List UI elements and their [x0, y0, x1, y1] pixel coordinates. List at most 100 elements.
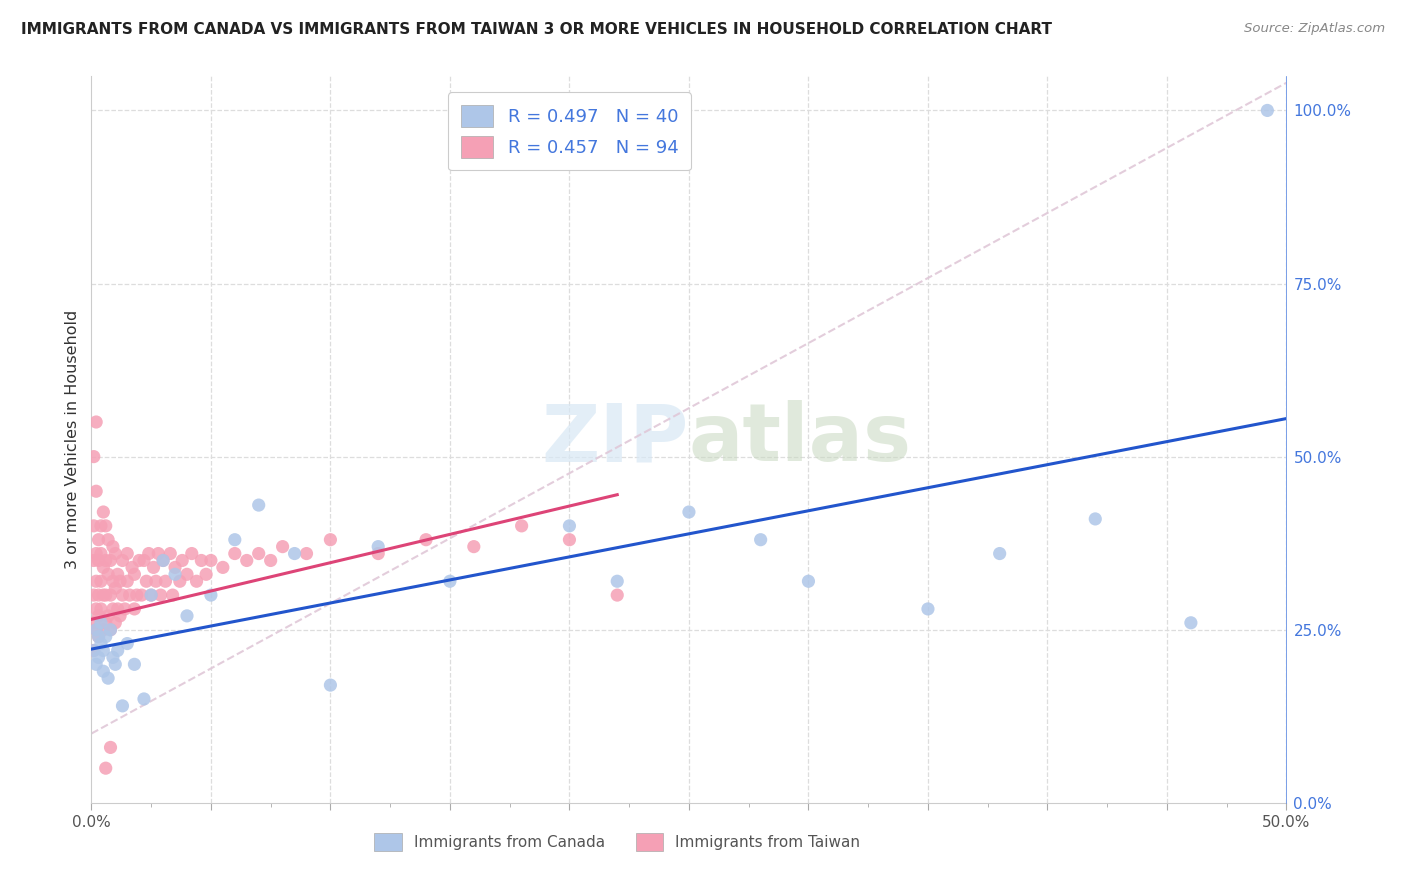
Point — [83, 519, 105, 533]
Point — [104, 657, 127, 672]
Point — [111, 698, 134, 713]
Point — [97, 533, 120, 547]
Point — [84, 574, 107, 589]
Point — [606, 574, 628, 589]
Point — [141, 588, 162, 602]
Point — [87, 553, 110, 567]
Point — [84, 657, 107, 672]
Point — [83, 553, 105, 567]
Point — [94, 761, 117, 775]
Point — [678, 505, 700, 519]
Point — [90, 519, 112, 533]
Point — [200, 553, 222, 567]
Text: atlas: atlas — [689, 401, 912, 478]
Point — [132, 553, 155, 567]
Text: ZIP: ZIP — [541, 401, 689, 478]
Point — [94, 630, 117, 644]
Point — [90, 574, 112, 589]
Point — [439, 574, 461, 589]
Point — [149, 588, 172, 602]
Point — [295, 547, 318, 561]
Point — [259, 553, 281, 567]
Point — [108, 608, 131, 623]
Point — [97, 608, 120, 623]
Text: Source: ZipAtlas.com: Source: ZipAtlas.com — [1244, 22, 1385, 36]
Point — [87, 630, 110, 644]
Point — [162, 588, 184, 602]
Point — [138, 547, 160, 561]
Point — [83, 450, 105, 464]
Point — [87, 588, 110, 602]
Point — [104, 547, 127, 561]
Point — [148, 547, 170, 561]
Point — [176, 567, 198, 582]
Point — [101, 650, 124, 665]
Point — [115, 547, 138, 561]
Point — [108, 574, 131, 589]
Point — [141, 588, 162, 602]
Point — [367, 547, 389, 561]
Point — [415, 533, 437, 547]
Point — [100, 553, 122, 567]
Point — [163, 560, 186, 574]
Point — [128, 553, 150, 567]
Point — [131, 588, 153, 602]
Point — [90, 615, 112, 630]
Point — [125, 588, 148, 602]
Point — [200, 588, 222, 602]
Point — [463, 540, 485, 554]
Point — [749, 533, 772, 547]
Point — [90, 602, 112, 616]
Point — [104, 615, 127, 630]
Point — [159, 547, 181, 561]
Point — [87, 630, 110, 644]
Y-axis label: 3 or more Vehicles in Household: 3 or more Vehicles in Household — [65, 310, 80, 569]
Point — [558, 533, 581, 547]
Point — [97, 671, 120, 685]
Point — [100, 623, 122, 637]
Point — [145, 574, 167, 589]
Point — [97, 567, 120, 582]
Point — [101, 602, 124, 616]
Point — [84, 623, 107, 637]
Point — [115, 636, 138, 650]
Point — [988, 547, 1011, 561]
Point — [87, 533, 110, 547]
Point — [101, 540, 124, 554]
Point — [606, 588, 628, 602]
Point — [172, 553, 194, 567]
Point — [90, 636, 112, 650]
Point — [83, 615, 105, 630]
Point — [87, 608, 110, 623]
Point — [100, 588, 122, 602]
Point — [83, 588, 105, 602]
Point — [190, 553, 212, 567]
Point — [107, 602, 129, 616]
Point — [93, 665, 114, 679]
Point — [104, 581, 127, 595]
Point — [247, 498, 270, 512]
Point — [93, 588, 114, 602]
Point — [917, 602, 939, 616]
Point — [211, 560, 233, 574]
Point — [1084, 512, 1107, 526]
Point — [163, 567, 186, 582]
Point — [84, 484, 107, 499]
Point — [132, 692, 155, 706]
Point — [152, 553, 174, 567]
Point — [121, 560, 143, 574]
Point — [180, 547, 202, 561]
Point — [224, 547, 246, 561]
Point — [186, 574, 208, 589]
Point — [93, 560, 114, 574]
Point — [124, 567, 146, 582]
Point — [224, 533, 246, 547]
Point — [93, 643, 114, 657]
Point — [94, 588, 117, 602]
Point — [94, 553, 117, 567]
Legend: Immigrants from Canada, Immigrants from Taiwan: Immigrants from Canada, Immigrants from … — [368, 827, 866, 857]
Point — [90, 547, 112, 561]
Point — [111, 588, 134, 602]
Point — [558, 519, 581, 533]
Point — [83, 643, 105, 657]
